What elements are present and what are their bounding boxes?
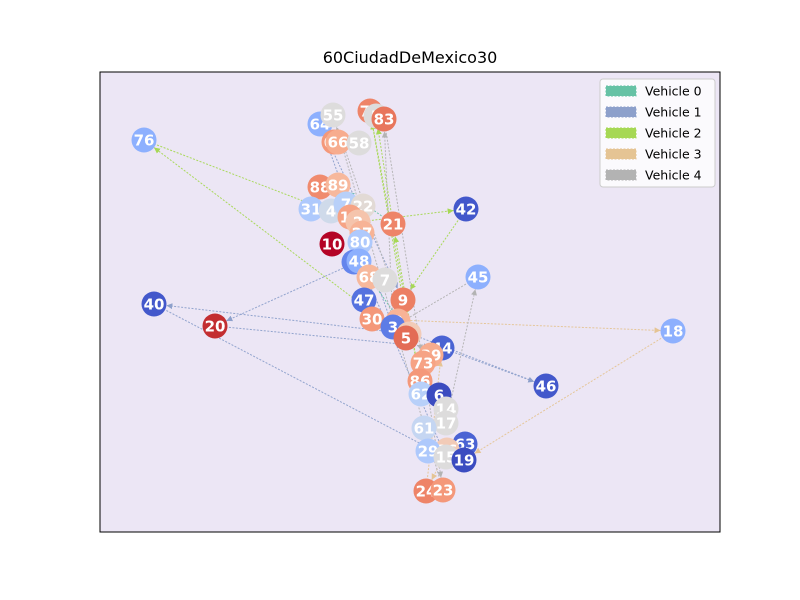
route-edge	[153, 303, 436, 452]
route-edge	[383, 118, 424, 351]
route-edge	[214, 325, 430, 350]
node-label: 80	[350, 234, 371, 252]
legend-label: Vehicle 1	[645, 105, 702, 120]
node-label: 4	[326, 203, 336, 221]
route-edge	[368, 276, 403, 325]
node-label: 66	[328, 134, 349, 152]
node-marker	[390, 287, 416, 313]
node-label: 61	[414, 420, 435, 438]
route-edge	[371, 318, 661, 334]
route-edge	[381, 131, 394, 328]
node-label: 62	[411, 386, 432, 404]
node-label: 58	[349, 135, 370, 153]
chart-title: 60CiudadDeMexico30	[323, 48, 498, 67]
route-edge	[363, 272, 447, 458]
node-label: 40	[144, 296, 165, 314]
node-label: 31	[301, 201, 322, 219]
node-marker	[393, 325, 419, 351]
node-marker	[359, 306, 385, 332]
node-marker	[141, 291, 167, 317]
node-marker	[433, 410, 459, 436]
legend-swatch	[605, 148, 637, 160]
route-nodes: 7664557858369665888893147221222721421080…	[131, 98, 686, 504]
legend-label: Vehicle 4	[645, 168, 702, 183]
node-marker	[408, 381, 434, 407]
node-marker	[131, 127, 157, 153]
node-marker	[660, 318, 686, 344]
node-label: 17	[436, 415, 457, 433]
node-label: 30	[362, 311, 383, 329]
node-marker	[325, 129, 351, 155]
node-marker	[202, 313, 228, 339]
node-marker	[533, 373, 559, 399]
node-label: 23	[433, 482, 454, 500]
node-label: 42	[456, 201, 477, 219]
route-edge	[409, 208, 467, 291]
node-label: 55	[323, 107, 344, 125]
route-edge	[474, 330, 674, 454]
route-edge	[166, 303, 410, 335]
node-marker	[372, 267, 398, 293]
node-marker	[325, 172, 351, 198]
node-label: 5	[401, 330, 411, 348]
node-marker	[320, 102, 346, 128]
route-edge	[375, 128, 394, 225]
node-label: 19	[454, 452, 475, 470]
node-label: 46	[536, 378, 557, 396]
legend-label: Vehicle 3	[645, 147, 702, 162]
node-label: 7	[341, 196, 351, 214]
node-marker	[298, 196, 324, 222]
node-label: 20	[205, 318, 226, 336]
node-label: 47	[354, 292, 375, 310]
route-edge	[404, 330, 547, 387]
node-label: 88	[310, 179, 331, 197]
route-edge	[425, 360, 443, 492]
route-edge	[403, 276, 479, 322]
node-marker	[411, 415, 437, 441]
route-edge	[441, 347, 535, 383]
node-marker	[346, 130, 372, 156]
legend: Vehicle 0 Vehicle 1 Vehicle 2 Vehicle 3 Vehi…	[599, 78, 716, 188]
node-label: 6	[434, 387, 444, 405]
route-edge	[143, 139, 347, 219]
node-label: 45	[468, 269, 489, 287]
node-label: 15	[436, 449, 457, 467]
legend-label: Vehicle 0	[645, 84, 702, 99]
node-marker	[430, 477, 456, 503]
node-label: 10	[322, 236, 343, 254]
node-label: 21	[383, 216, 404, 234]
node-marker	[453, 196, 479, 222]
node-marker	[371, 106, 397, 132]
node-label: 29	[418, 443, 439, 461]
legend-swatch	[605, 106, 637, 118]
node-label: 83	[374, 111, 395, 129]
node-marker	[351, 287, 377, 313]
node-marker	[451, 447, 477, 473]
node-label: 7	[380, 272, 390, 290]
node-label: 3	[388, 319, 398, 337]
node-label: 76	[134, 132, 155, 150]
node-marker	[465, 264, 491, 290]
legend-swatch	[605, 85, 637, 97]
node-label: 89	[328, 177, 349, 195]
route-edge	[370, 123, 404, 301]
legend-box	[599, 78, 716, 188]
legend-swatch	[605, 169, 637, 181]
node-label: 73	[413, 355, 434, 373]
node-marker	[319, 231, 345, 257]
legend-label: Vehicle 2	[645, 126, 702, 141]
legend-swatch	[605, 127, 637, 139]
node-label: 9	[398, 292, 408, 310]
node-label: 18	[663, 323, 684, 341]
node-marker	[380, 211, 406, 237]
node-marker	[347, 229, 373, 255]
